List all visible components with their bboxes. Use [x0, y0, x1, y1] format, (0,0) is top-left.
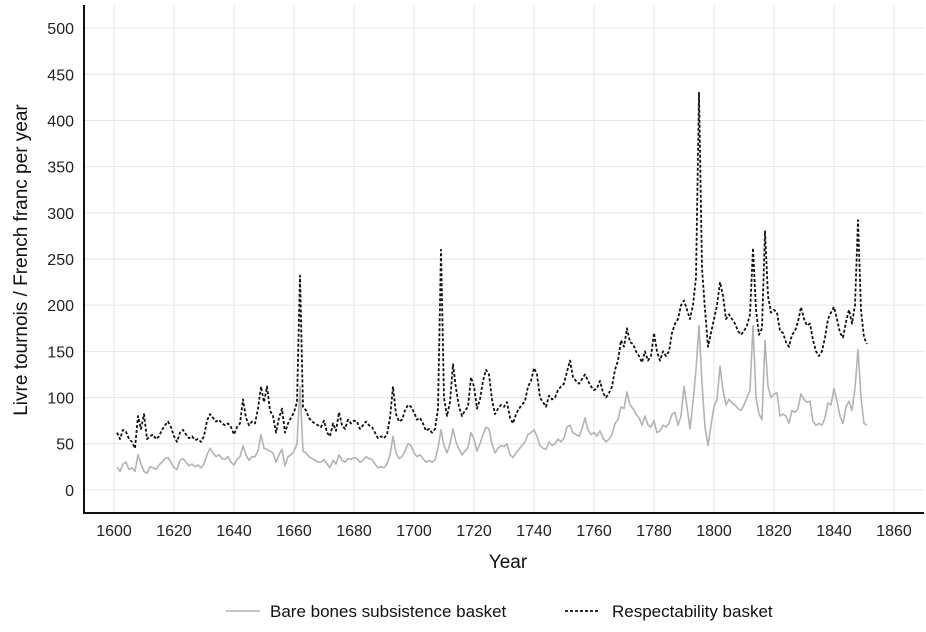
x-tick-label: 1820: [756, 523, 792, 540]
axes: [83, 5, 924, 514]
y-tick-label: 200: [47, 298, 74, 315]
x-axis-label: Year: [489, 552, 528, 573]
x-tick-label: 1660: [276, 523, 312, 540]
x-tick-label: 1640: [216, 523, 252, 540]
x-tick-label: 1800: [696, 523, 732, 540]
y-tick-label: 150: [47, 344, 74, 361]
y-tick-label: 500: [47, 21, 74, 38]
legend: Bare bones subsistence basket Respectabil…: [226, 602, 773, 621]
grid: [84, 5, 924, 513]
y-tick-label: 450: [47, 67, 74, 84]
legend-label-bare-bones: Bare bones subsistence basket: [270, 602, 507, 621]
y-tick-label: 100: [47, 391, 74, 408]
x-tick-label: 1720: [456, 523, 492, 540]
y-axis-label: Livre tournois / French franc per year: [11, 104, 32, 416]
respectability-series-line: [116, 91, 868, 450]
legend-label-respectability: Respectability basket: [612, 602, 773, 621]
bare-bones-series-line: [116, 324, 868, 475]
y-tick-label: 250: [47, 252, 74, 269]
tick-labels: 1600 1620 1640 1660 1680 1700 1720 1740 1760 1780…: [47, 21, 912, 540]
y-tick-label: 300: [47, 206, 74, 223]
x-tick-label: 1840: [816, 523, 852, 540]
y-tick-label: 50: [56, 437, 74, 454]
x-tick-label: 1680: [336, 523, 372, 540]
y-tick-label: 0: [65, 483, 74, 500]
x-tick-label: 1700: [396, 523, 432, 540]
x-tick-label: 1860: [876, 523, 912, 540]
x-tick-label: 1740: [516, 523, 552, 540]
y-tick-label: 350: [47, 160, 74, 177]
x-tick-label: 1780: [636, 523, 672, 540]
x-tick-label: 1620: [156, 523, 192, 540]
y-tick-label: 400: [47, 113, 74, 130]
x-tick-label: 1760: [576, 523, 612, 540]
x-tick-label: 1600: [96, 523, 132, 540]
series-layer: [116, 91, 868, 475]
